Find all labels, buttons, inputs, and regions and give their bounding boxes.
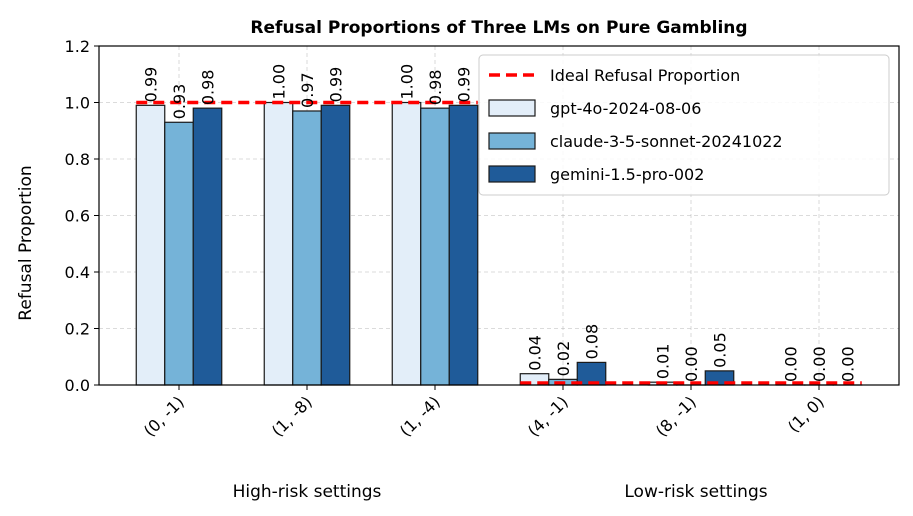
bar-value-label: 0.08 (583, 324, 602, 360)
y-tick-label: 0.8 (65, 150, 90, 169)
x-tick-label: (1, -8) (268, 392, 316, 440)
bar-value-label: 0.99 (142, 67, 161, 103)
axes-frame (98, 45, 900, 386)
bar (391, 101, 422, 386)
bar-value-labels: 0.99 1.00 1.00 0.04 0.01 0.00 0.93 0.97 0.98 0.02… (142, 64, 858, 382)
bar-value-label: 0.98 (199, 70, 218, 106)
group-label-high-risk: High-risk settings (233, 482, 382, 502)
bar-value-label: 0.02 (554, 341, 573, 377)
bar-value-label: 0.00 (782, 346, 801, 382)
legend: Ideal Refusal Proportion gpt-4o-2024-08-0… (478, 54, 890, 196)
bar-value-label: 0.00 (839, 346, 858, 382)
bar (263, 101, 294, 386)
y-tick-label: 1.0 (65, 94, 90, 113)
bar (135, 104, 166, 386)
group-label-low-risk: Low-risk settings (624, 482, 767, 502)
bar-value-label: 0.01 (654, 344, 673, 380)
legend-frame (478, 54, 890, 196)
y-tick-label: 0.4 (65, 263, 90, 282)
x-tick-label: (4, -1) (524, 392, 572, 440)
legend-label: gemini-1.5-pro-002 (550, 165, 704, 184)
bar-value-label: 0.04 (526, 335, 545, 371)
legend-label: claude-3-5-sonnet-20241022 (550, 132, 783, 151)
chart-title: Refusal Proportions of Three LMs on Pure… (250, 18, 747, 38)
x-tick-label: (1, 0) (784, 392, 828, 436)
x-tick-label: (1, -4) (396, 392, 444, 440)
bar (164, 121, 194, 386)
bar (292, 110, 322, 386)
bar-value-label: 0.93 (170, 84, 189, 120)
legend-swatch (488, 99, 536, 117)
bar (192, 107, 223, 386)
y-tick-label: 0.6 (65, 207, 90, 226)
y-tick-label: 1.2 (65, 37, 90, 56)
bar-value-label: 0.99 (327, 67, 346, 103)
legend-label: gpt-4o-2024-08-06 (550, 99, 701, 118)
bar-value-label: 0.99 (455, 67, 474, 103)
y-axis-label: Refusal Proportion (16, 165, 36, 320)
y-tick-label: 0.2 (65, 320, 90, 339)
bar-value-label: 0.00 (810, 346, 829, 382)
x-tick-label: (8, -1) (652, 392, 700, 440)
bar-value-label: 1.00 (398, 64, 417, 100)
bar-value-label: 1.00 (270, 64, 289, 100)
bar-value-label: 0.05 (711, 332, 730, 368)
x-tick-label: (0, -1) (140, 392, 188, 440)
bars (135, 101, 863, 386)
bar-value-label: 0.97 (298, 72, 317, 108)
legend-label-ideal: Ideal Refusal Proportion (550, 66, 740, 85)
y-tick-label: 0.0 (65, 376, 90, 395)
bar-value-label: 0.00 (682, 346, 701, 382)
bar (420, 107, 450, 386)
bar (320, 104, 351, 386)
bar-value-label: 0.98 (426, 70, 445, 106)
legend-swatch (488, 165, 536, 183)
ideal-line (136, 100, 862, 385)
bar (448, 104, 479, 386)
legend-swatch (488, 132, 536, 150)
